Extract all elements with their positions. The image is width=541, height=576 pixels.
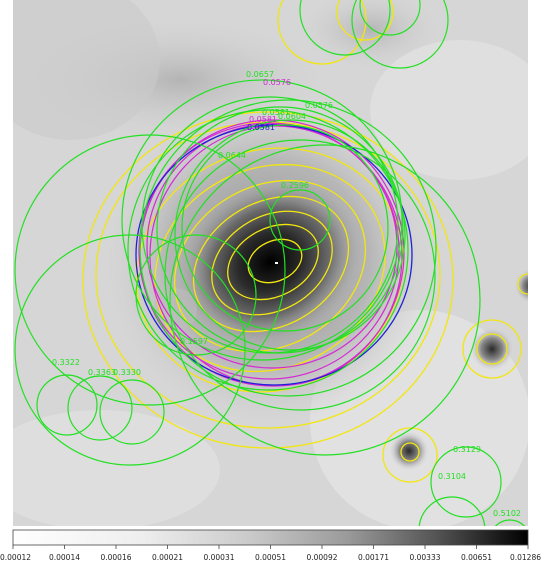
label-l8: 0.0644	[218, 151, 246, 160]
colorbar-tick-label: 0.00333	[409, 553, 440, 562]
label-layer: 0.0657 0.0576 0.0576 0.0581 0.0581 0.058…	[52, 70, 521, 518]
label-l9: 0.2596	[281, 181, 309, 190]
colorbar-gradient	[12, 529, 529, 546]
label-l12: 0.3330	[113, 368, 141, 377]
label-l13: 0.1597	[180, 337, 208, 346]
green-apertures	[14, 0, 526, 526]
colorbar-tick-label: 0.00021	[152, 553, 183, 562]
label-l3: 0.0576	[305, 101, 333, 110]
colorbar-tick-label: 0.00031	[203, 553, 234, 562]
source-lower	[389, 431, 429, 471]
label-l15: 0.3104	[438, 472, 466, 481]
colorbar-tick-label: 0.00171	[358, 553, 389, 562]
colorbar-tick-label: 0.00012	[0, 553, 31, 562]
colorbar-tick-label: 0.00016	[100, 553, 131, 562]
colorbar-tick-label: 0.00014	[49, 553, 80, 562]
label-l6: 0.0581	[262, 108, 290, 117]
colorbar-tick-label: 0.00051	[255, 553, 286, 562]
label-l10: 0.3322	[52, 358, 80, 367]
source-edge	[514, 268, 528, 304]
colorbar-tick-label: 0.00092	[306, 553, 337, 562]
colorbar-tick-label: 0.00651	[461, 553, 492, 562]
label-l7: 0.0604	[278, 112, 306, 121]
label-l11: 0.3363	[88, 368, 116, 377]
colorbar: 0.00012 0.00014 0.00016 0.00021 0.00031 0.000…	[0, 529, 541, 562]
label-l1: 0.0657	[246, 70, 274, 79]
sky-image: 0.0657 0.0576 0.0576 0.0581 0.0581 0.058…	[13, 0, 528, 526]
label-l5: 0.0581	[247, 123, 275, 132]
label-l14: 0.3129	[453, 445, 481, 454]
colorbar-tick-labels: 0.00012 0.00014 0.00016 0.00021 0.00031 0.000…	[0, 553, 541, 562]
label-l2: 0.0576	[263, 78, 291, 87]
colorbar-tick-label: 0.01286	[510, 553, 541, 562]
label-l4: 0.0581	[249, 115, 277, 124]
label-l16: 0.5102	[493, 509, 521, 518]
